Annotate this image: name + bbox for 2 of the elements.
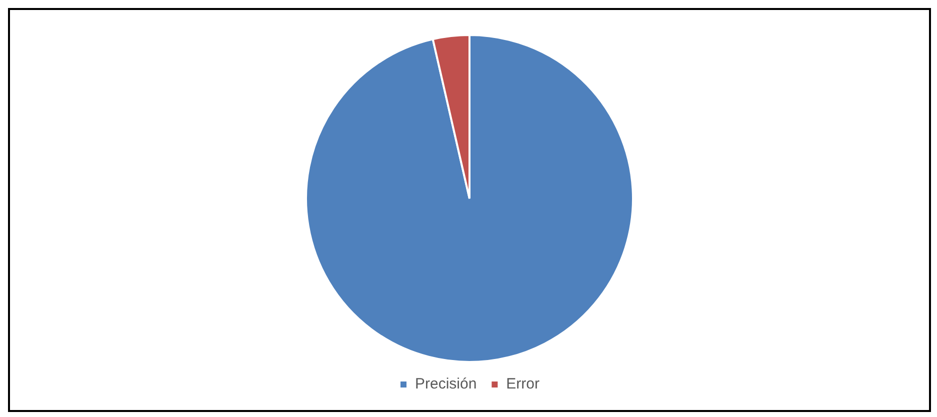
legend-label: Error [506,376,540,393]
legend-label: Precisión [414,376,477,393]
